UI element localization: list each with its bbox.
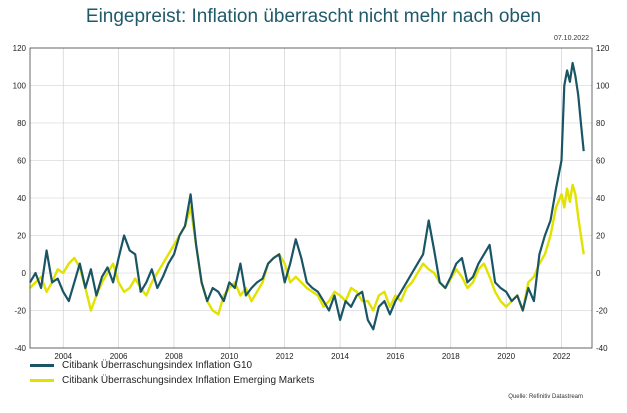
y-tick-label-left: 20 [17, 232, 26, 241]
x-tick-label: 2012 [276, 352, 294, 361]
x-tick-label: 2010 [220, 352, 238, 361]
y-axis-left: -40 -20 0 20 40 60 80 100 120 [13, 44, 27, 353]
y-tick-label-left: 120 [13, 44, 27, 53]
series-lines [29, 61, 585, 331]
series-line-emerging-markets [29, 183, 585, 316]
legend-item-em: Citibank Überraschungsindex Inflation Em… [30, 375, 314, 386]
plot-frame [29, 47, 593, 349]
y-tick-label-right: 100 [596, 82, 610, 91]
x-tick-label: 2006 [110, 352, 128, 361]
y-tick-label-right: 120 [596, 44, 610, 53]
legend-label-g10: Citibank Überraschungsindex Inflation G1… [62, 360, 253, 371]
chart-date: 07.10.2022 [553, 35, 589, 42]
x-tick-label: 2016 [387, 352, 405, 361]
y-tick-label-right: -20 [596, 307, 608, 316]
x-tick-label: 2022 [553, 352, 571, 361]
y-tick-label-right: 20 [596, 232, 605, 241]
y-axis-right: -40 -20 0 20 40 60 80 100 120 [596, 44, 610, 353]
legend-item-g10: Citibank Überraschungsindex Inflation G1… [30, 360, 252, 371]
y-tick-label-right: 60 [596, 157, 605, 166]
x-axis: 2004 2006 2008 2010 2012 2014 2016 2018 2020 2022 [54, 352, 571, 361]
source-note: Quelle: Refinitiv Datastream [508, 394, 583, 400]
y-tick-label-left: 100 [13, 82, 27, 91]
legend-label-em: Citibank Überraschungsindex Inflation Em… [62, 375, 315, 386]
y-tick-label-right: 80 [596, 119, 605, 128]
y-tick-label-left: -20 [14, 307, 26, 316]
x-tick-label: 2014 [331, 352, 349, 361]
y-tick-label-left: 80 [17, 119, 26, 128]
y-tick-label-left: 0 [22, 269, 27, 278]
legend-swatch-em [30, 378, 54, 382]
series-line-g10 [29, 61, 585, 331]
chart-title: Eingepreist: Inflation überrascht nicht … [85, 6, 542, 27]
y-tick-label-right: 40 [596, 194, 605, 203]
x-tick-label: 2004 [54, 352, 72, 361]
x-tick-label: 2008 [165, 352, 183, 361]
y-tick-label-right: -40 [596, 344, 608, 353]
y-tick-label-right: 0 [596, 269, 601, 278]
legend-swatch-g10 [30, 363, 54, 367]
y-tick-label-left: 40 [17, 194, 26, 203]
y-tick-label-left: -40 [14, 344, 26, 353]
gridlines [30, 47, 592, 349]
x-tick-label: 2018 [442, 352, 460, 361]
x-tick-label: 2020 [497, 352, 515, 361]
y-tick-label-left: 60 [17, 157, 26, 166]
